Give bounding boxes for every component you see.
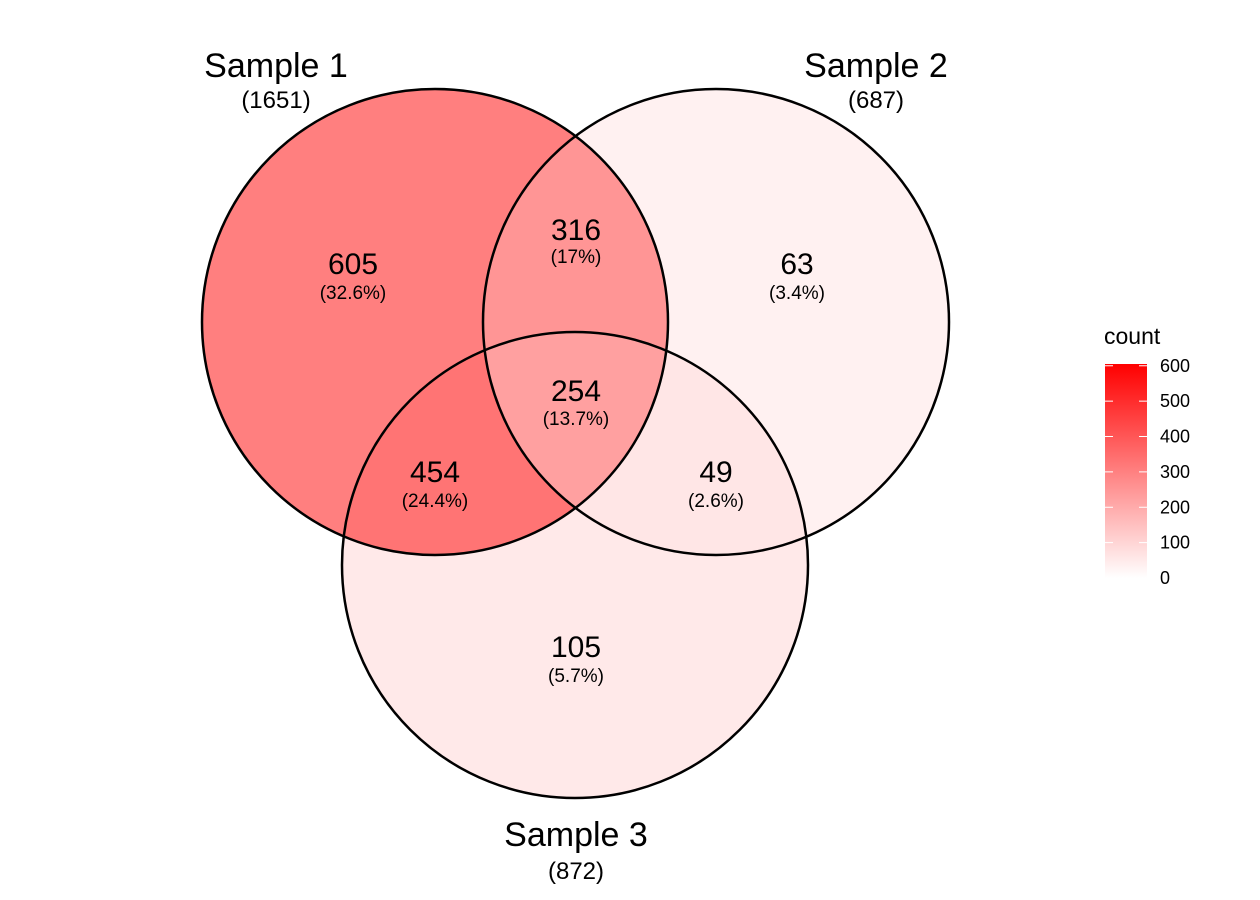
region-pct-sample1-only: (32.6%) [320, 283, 387, 304]
sample2-name: Sample 2 [804, 47, 948, 85]
region-pct-sample2-sample3: (2.6%) [688, 491, 744, 512]
sample3-outline [340, 330, 810, 800]
region-pct-all-three: (13.7%) [543, 409, 610, 430]
region-count-all-three: 254 [551, 375, 601, 408]
legend-tick-label: 400 [1160, 427, 1190, 447]
legend-tick-label: 100 [1160, 533, 1190, 553]
legend-tick-label: 0 [1160, 568, 1170, 588]
sample2-outline [481, 87, 951, 557]
sample1-outline [200, 87, 670, 557]
region-fill-sample1-sample3 [342, 332, 668, 555]
region-fills [202, 89, 949, 798]
region-count-sample2-only: 63 [780, 248, 813, 281]
sample2-total: (687) [848, 87, 904, 114]
legend-tick-label: 600 [1160, 356, 1190, 376]
region-count-sample1-sample2: 316 [551, 214, 601, 247]
region-count-sample3-only: 105 [551, 631, 601, 664]
sample3-total: (872) [548, 858, 604, 885]
region-pct-sample3-only: (5.7%) [548, 666, 604, 687]
legend-tick-label: 200 [1160, 497, 1190, 517]
region-pct-sample2-only: (3.4%) [769, 283, 825, 304]
legend: count 0 100 200 300 400 500 600 [1104, 323, 1190, 588]
legend-tick-label: 500 [1160, 391, 1190, 411]
region-pct-sample1-sample3: (24.4%) [402, 491, 469, 512]
region-labels: 605 (32.6%) 63 (3.4%) 105 (5.7%) 316 (17… [320, 214, 825, 687]
sample3-name: Sample 3 [504, 816, 648, 854]
region-fill-sample2-sample3 [483, 332, 808, 555]
sample1-total: (1651) [241, 87, 310, 114]
region-count-sample1-only: 605 [328, 248, 378, 281]
legend-ticks: 0 100 200 300 400 500 600 [1105, 356, 1190, 588]
legend-tick-label: 300 [1160, 462, 1190, 482]
legend-colorbar [1105, 364, 1147, 578]
region-pct-sample1-sample2: (17%) [551, 247, 602, 268]
region-count-sample1-sample3: 454 [410, 456, 460, 489]
sample1-name: Sample 1 [204, 47, 348, 85]
set-labels: Sample 1 (1651) Sample 2 (687) Sample 3 … [204, 47, 948, 885]
region-count-sample2-sample3: 49 [699, 456, 732, 489]
legend-title: count [1104, 323, 1161, 349]
set-outlines [200, 87, 951, 800]
